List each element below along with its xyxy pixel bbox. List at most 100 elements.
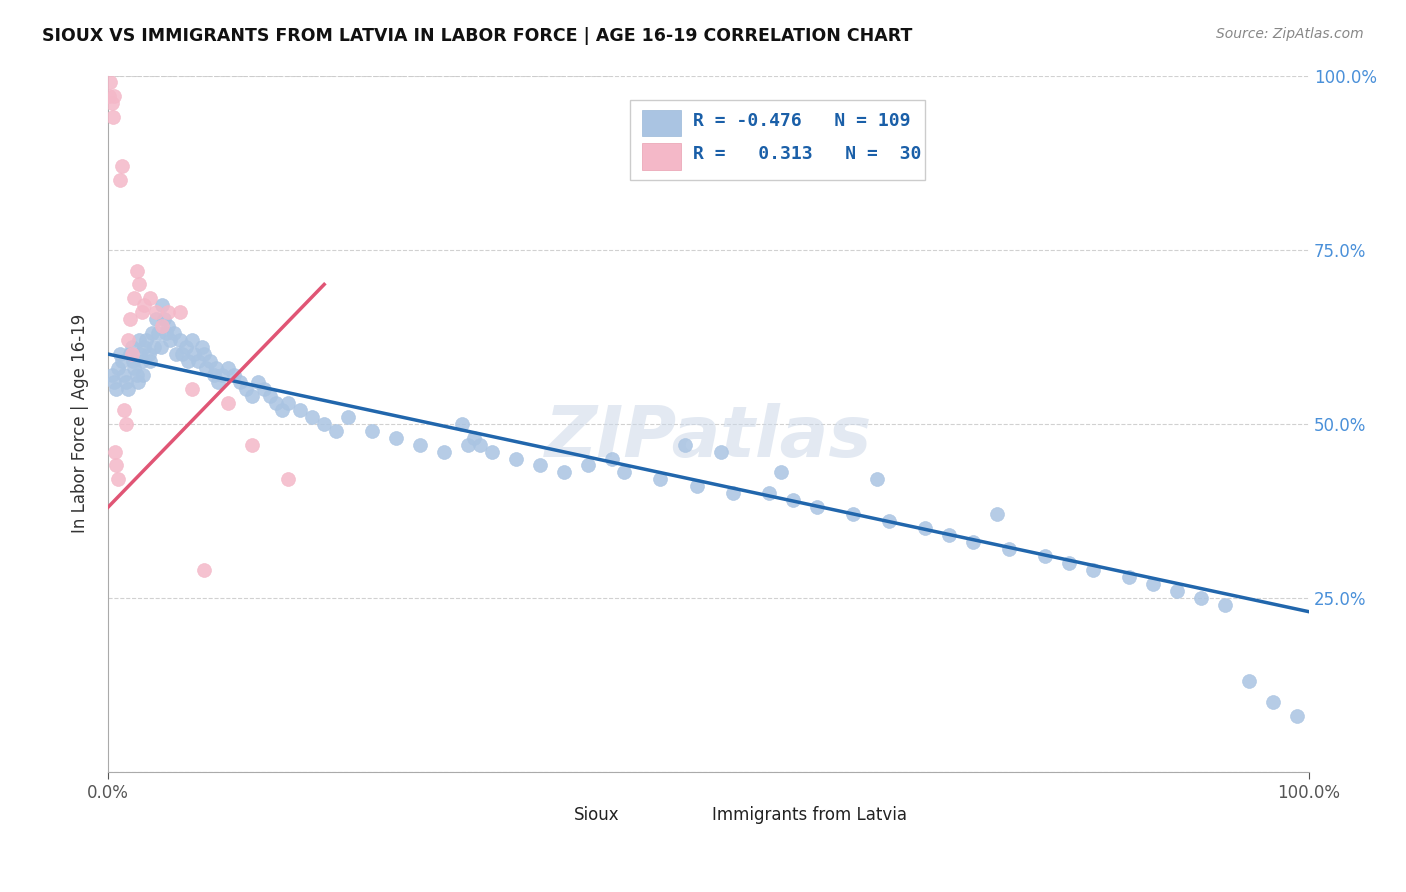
- Point: [1081, 563, 1104, 577]
- Point: [247, 375, 270, 389]
- Point: [1033, 549, 1056, 563]
- Point: [806, 500, 828, 515]
- Point: [111, 354, 134, 368]
- Point: [117, 333, 139, 347]
- Point: [235, 382, 257, 396]
- Point: [121, 340, 143, 354]
- Point: [163, 326, 186, 341]
- Point: [451, 417, 474, 431]
- Point: [553, 466, 575, 480]
- Point: [117, 382, 139, 396]
- Point: [181, 333, 204, 347]
- Point: [111, 159, 134, 173]
- Point: [100, 75, 122, 89]
- Point: [1166, 583, 1188, 598]
- Point: [998, 542, 1021, 557]
- Point: [841, 507, 863, 521]
- Point: [132, 298, 155, 312]
- Point: [128, 333, 150, 347]
- Point: [159, 333, 181, 347]
- Point: [101, 111, 124, 125]
- Point: [107, 361, 129, 376]
- Point: [1118, 570, 1140, 584]
- Point: [108, 347, 131, 361]
- Point: [709, 444, 731, 458]
- Point: [104, 444, 127, 458]
- Point: [271, 402, 294, 417]
- Point: [217, 396, 239, 410]
- Point: [135, 333, 157, 347]
- Point: [217, 361, 239, 376]
- Point: [115, 417, 138, 431]
- Point: [207, 375, 229, 389]
- Point: [259, 389, 281, 403]
- Point: [107, 472, 129, 486]
- Point: [187, 354, 209, 368]
- Point: [125, 263, 148, 277]
- Point: [240, 389, 263, 403]
- Point: [142, 340, 165, 354]
- Point: [190, 340, 212, 354]
- Point: [105, 382, 128, 396]
- Point: [149, 340, 172, 354]
- Point: [118, 347, 141, 361]
- Point: [145, 312, 167, 326]
- Text: Immigrants from Latvia: Immigrants from Latvia: [711, 806, 907, 824]
- Point: [157, 305, 180, 319]
- Point: [673, 437, 696, 451]
- Point: [962, 535, 984, 549]
- Point: [277, 472, 299, 486]
- Point: [118, 312, 141, 326]
- Point: [866, 472, 889, 486]
- Point: [457, 437, 479, 451]
- Point: [877, 514, 900, 528]
- Point: [115, 375, 138, 389]
- Point: [150, 319, 173, 334]
- Point: [100, 96, 122, 111]
- Point: [132, 340, 155, 354]
- Point: [165, 347, 187, 361]
- Point: [145, 305, 167, 319]
- Point: [193, 347, 215, 361]
- Point: [127, 375, 149, 389]
- Point: [131, 305, 153, 319]
- Point: [148, 326, 170, 341]
- Point: [470, 437, 492, 451]
- Point: [121, 347, 143, 361]
- Point: [131, 354, 153, 368]
- Point: [125, 368, 148, 382]
- Point: [505, 451, 527, 466]
- Point: [195, 361, 218, 376]
- Point: [193, 563, 215, 577]
- Point: [224, 368, 246, 382]
- Point: [112, 402, 135, 417]
- Point: [124, 361, 146, 376]
- Text: Sioux: Sioux: [574, 806, 620, 824]
- Point: [758, 486, 780, 500]
- Point: [138, 347, 160, 361]
- Point: [124, 291, 146, 305]
- Point: [1237, 674, 1260, 689]
- Point: [157, 319, 180, 334]
- Point: [602, 451, 624, 466]
- Point: [240, 437, 263, 451]
- Point: [202, 368, 225, 382]
- Point: [1142, 577, 1164, 591]
- Point: [253, 382, 276, 396]
- FancyBboxPatch shape: [643, 110, 681, 136]
- Point: [128, 277, 150, 292]
- Point: [132, 368, 155, 382]
- Point: [177, 354, 200, 368]
- Point: [301, 409, 323, 424]
- Text: SIOUX VS IMMIGRANTS FROM LATVIA IN LABOR FORCE | AGE 16-19 CORRELATION CHART: SIOUX VS IMMIGRANTS FROM LATVIA IN LABOR…: [42, 27, 912, 45]
- Point: [721, 486, 744, 500]
- Point: [139, 354, 162, 368]
- Point: [782, 493, 804, 508]
- Point: [198, 354, 221, 368]
- Point: [277, 396, 299, 410]
- Point: [529, 458, 551, 473]
- Point: [409, 437, 432, 451]
- Point: [685, 479, 707, 493]
- Point: [314, 417, 336, 431]
- Point: [337, 409, 360, 424]
